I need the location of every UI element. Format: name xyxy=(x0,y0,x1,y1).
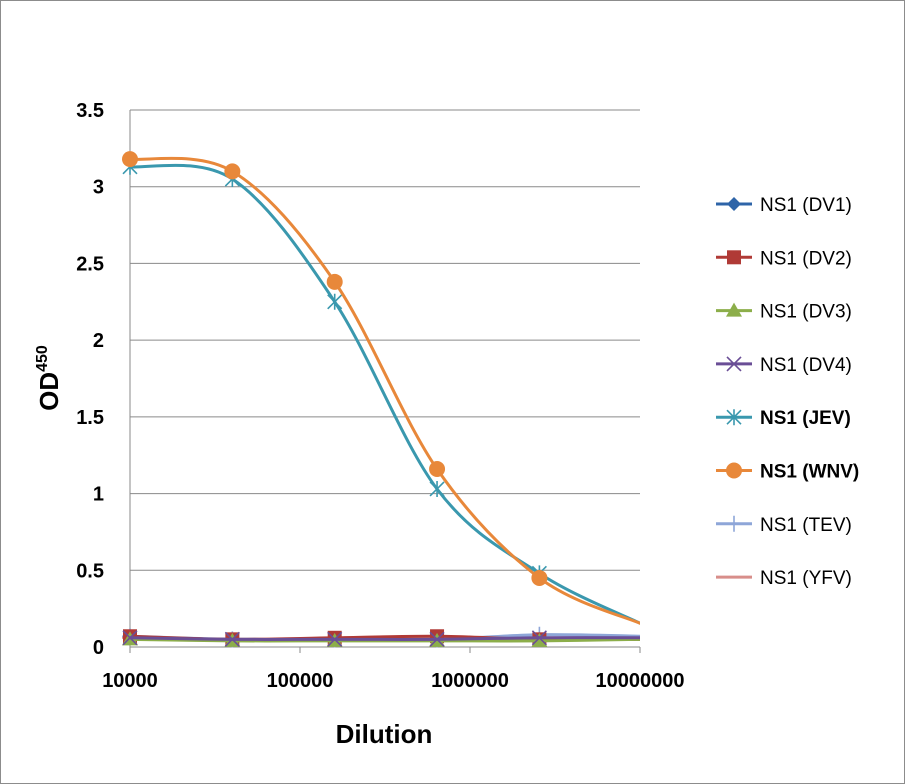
axis-tick-labels: 0 0.5 1 1.5 2 2.5 3 3.5 10000 100000 1000000 100000… xyxy=(76,100,684,692)
y-tick-label: 0 xyxy=(93,637,104,659)
series-line xyxy=(130,156,640,625)
series-ns1-dv4 xyxy=(122,630,640,647)
x-axis-title: Dilution xyxy=(336,719,433,749)
series-ns1-wnv xyxy=(122,151,640,625)
legend-item: NS1 (JEV) xyxy=(716,408,851,429)
legend-label: NS1 (TEV) xyxy=(760,515,852,536)
x-tick-label: 1000000 xyxy=(431,670,509,692)
legend-marker xyxy=(726,462,742,479)
legend-label: NS1 (DV1) xyxy=(760,195,852,216)
y-tick-label: 1.5 xyxy=(76,407,104,429)
legend-item: NS1 (YFV) xyxy=(716,568,852,589)
data-point xyxy=(122,630,138,646)
data-point xyxy=(327,293,343,310)
data-point xyxy=(326,273,343,290)
data-point xyxy=(429,631,445,647)
x-tick-label: 10000000 xyxy=(596,670,685,692)
legend-label: NS1 (DV4) xyxy=(760,355,852,376)
series-line xyxy=(130,636,640,641)
series-ns1-jev xyxy=(122,158,640,625)
legend: NS1 (DV1) NS1 (DV2) NS1 (DV3) NS1 (DV4) NS1 … xyxy=(716,195,859,589)
legend-marker xyxy=(726,409,742,426)
legend-label: NS1 (JEV) xyxy=(760,408,851,429)
legend-item: NS1 (WNV) xyxy=(716,462,859,483)
data-point xyxy=(429,480,445,497)
y-tick-label: 1 xyxy=(93,484,104,506)
legend-marker xyxy=(727,197,741,211)
data-point xyxy=(531,632,548,647)
y-tick-label: 2 xyxy=(93,330,104,352)
legend-item: NS1 (DV3) xyxy=(716,302,852,323)
legend-marker xyxy=(727,250,741,265)
legend-marker xyxy=(726,302,742,317)
y-axis-title-superscript: 450 xyxy=(34,345,51,372)
legend-item: NS1 (DV4) xyxy=(716,355,852,376)
legend-marker xyxy=(726,515,742,532)
legend-item: NS1 (DV1) xyxy=(716,195,852,216)
legend-label: NS1 (WNV) xyxy=(760,462,859,483)
series-line xyxy=(130,163,640,625)
data-point xyxy=(224,163,241,180)
y-tick-label: 3 xyxy=(93,177,104,199)
x-tick-label: 100000 xyxy=(267,670,334,692)
y-axis-title-group: OD450 xyxy=(34,345,64,411)
legend-label: NS1 (DV3) xyxy=(760,302,852,323)
legend-item: NS1 (DV2) xyxy=(716,248,852,269)
data-point xyxy=(531,569,548,586)
gridlines xyxy=(129,109,641,653)
data-point xyxy=(224,631,240,647)
y-axis-title: OD450 xyxy=(34,345,64,411)
y-tick-label: 2.5 xyxy=(76,253,104,275)
y-axis-title-main: OD xyxy=(34,372,64,411)
data-point xyxy=(429,461,446,478)
legend-marker xyxy=(726,356,742,372)
legend-item: NS1 (TEV) xyxy=(716,515,852,536)
y-tick-label: 3.5 xyxy=(76,100,104,122)
data-point xyxy=(531,630,547,646)
data-point xyxy=(327,631,343,647)
series-layer xyxy=(122,151,640,648)
legend-label: NS1 (YFV) xyxy=(760,568,852,589)
x-tick-label: 10000 xyxy=(102,670,158,692)
data-point xyxy=(122,151,138,168)
legend-label: NS1 (DV2) xyxy=(760,248,852,269)
y-tick-label: 0.5 xyxy=(76,560,104,582)
